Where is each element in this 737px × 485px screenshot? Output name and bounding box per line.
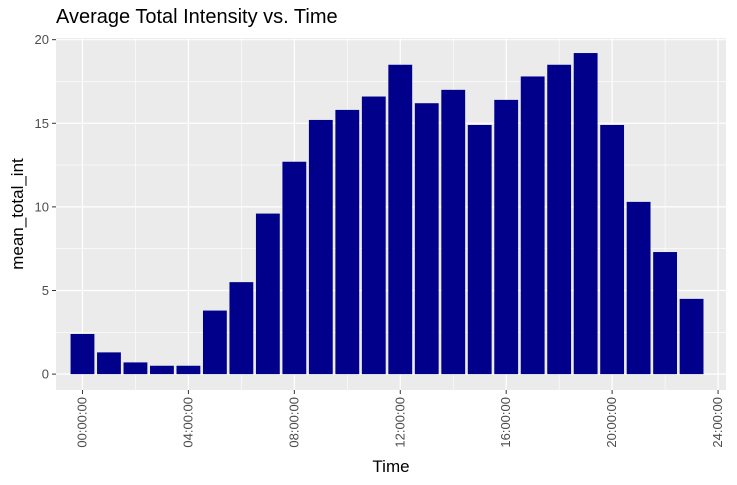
y-tick-label: 5 <box>42 283 49 298</box>
chart-title: Average Total Intensity vs. Time <box>56 6 338 28</box>
x-tick-label: 08:00:00 <box>286 397 301 448</box>
bar <box>70 333 95 375</box>
bar <box>679 298 704 375</box>
bar <box>123 362 148 375</box>
bar <box>520 76 545 375</box>
bar <box>282 161 307 375</box>
bar <box>467 124 492 375</box>
bar <box>653 252 678 375</box>
x-tick-label: 00:00:00 <box>74 397 89 448</box>
bar <box>176 365 201 375</box>
x-tick-label: 04:00:00 <box>180 397 195 448</box>
bar <box>97 352 121 375</box>
bar <box>414 103 439 375</box>
y-tick-label: 0 <box>42 367 49 382</box>
bar <box>494 99 519 375</box>
bar <box>388 64 413 375</box>
bar <box>573 53 598 375</box>
y-tick-label: 15 <box>35 116 49 131</box>
axes: 0 5 10 15 20 00:00:00 04:00:00 08:00:00 12:00:00… <box>35 32 726 447</box>
bar <box>600 124 625 375</box>
bar <box>547 64 572 375</box>
bar <box>361 96 386 375</box>
y-tick-label: 20 <box>35 32 49 47</box>
bar <box>150 365 174 375</box>
y-tick-label: 10 <box>35 199 49 214</box>
bar <box>202 310 227 375</box>
x-tick-label: 12:00:00 <box>392 397 407 448</box>
bar <box>441 89 466 375</box>
x-axis-title: Time <box>372 457 409 476</box>
x-tick-label: 24:00:00 <box>710 397 725 448</box>
bar <box>229 282 254 375</box>
x-tick-label: 16:00:00 <box>498 397 513 448</box>
bar <box>335 109 360 375</box>
bars <box>70 53 704 375</box>
bar <box>255 213 280 375</box>
bar <box>308 119 333 375</box>
y-axis-title: mean_total_int <box>8 158 27 270</box>
x-tick-label: 20:00:00 <box>604 397 619 448</box>
bar <box>626 201 651 375</box>
